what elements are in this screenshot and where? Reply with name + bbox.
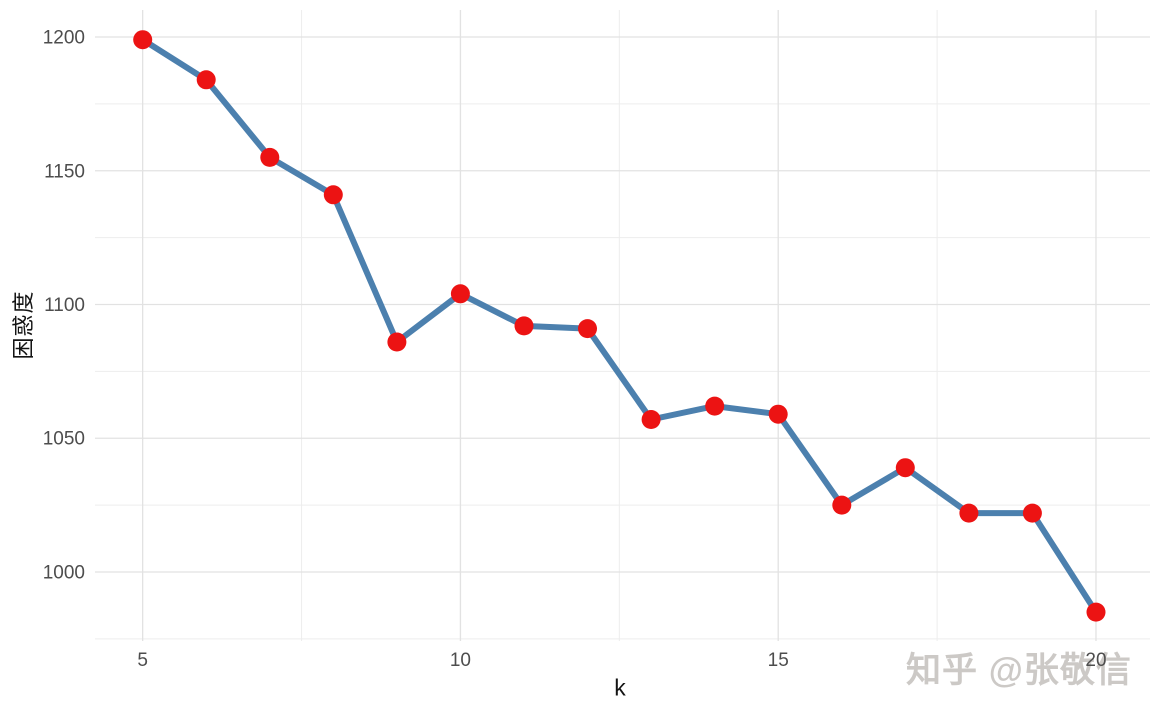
data-point [1022, 503, 1042, 523]
data-point [196, 70, 216, 90]
data-point [959, 503, 979, 523]
data-point [768, 404, 788, 424]
data-point [832, 495, 852, 515]
y-tick-label: 1050 [43, 429, 85, 450]
x-tick-label: 20 [1085, 650, 1106, 671]
data-point [578, 319, 597, 339]
data-point [450, 284, 470, 304]
data-point [387, 332, 407, 352]
data-point [514, 316, 534, 336]
y-tick-label: 1000 [43, 563, 85, 584]
y-tick-label: 1150 [44, 161, 85, 182]
data-line [139, 36, 1099, 616]
y-tick-label: 1100 [44, 295, 85, 316]
x-tick-label: 5 [137, 650, 148, 671]
data-point [705, 396, 725, 416]
y-tick-label: 1200 [43, 28, 85, 49]
data-point [323, 185, 343, 205]
data-point [133, 30, 153, 50]
data-point [1086, 602, 1106, 622]
watermark: 知乎 @张敬信 [906, 651, 1132, 690]
x-tick-label: 15 [768, 650, 789, 671]
data-point [260, 147, 280, 167]
data-point [641, 410, 661, 429]
x-tick-label: 10 [450, 650, 471, 671]
data-point [895, 458, 915, 478]
y-axis-title: 困惑度 [11, 290, 36, 360]
x-axis-title: k [614, 674, 626, 701]
